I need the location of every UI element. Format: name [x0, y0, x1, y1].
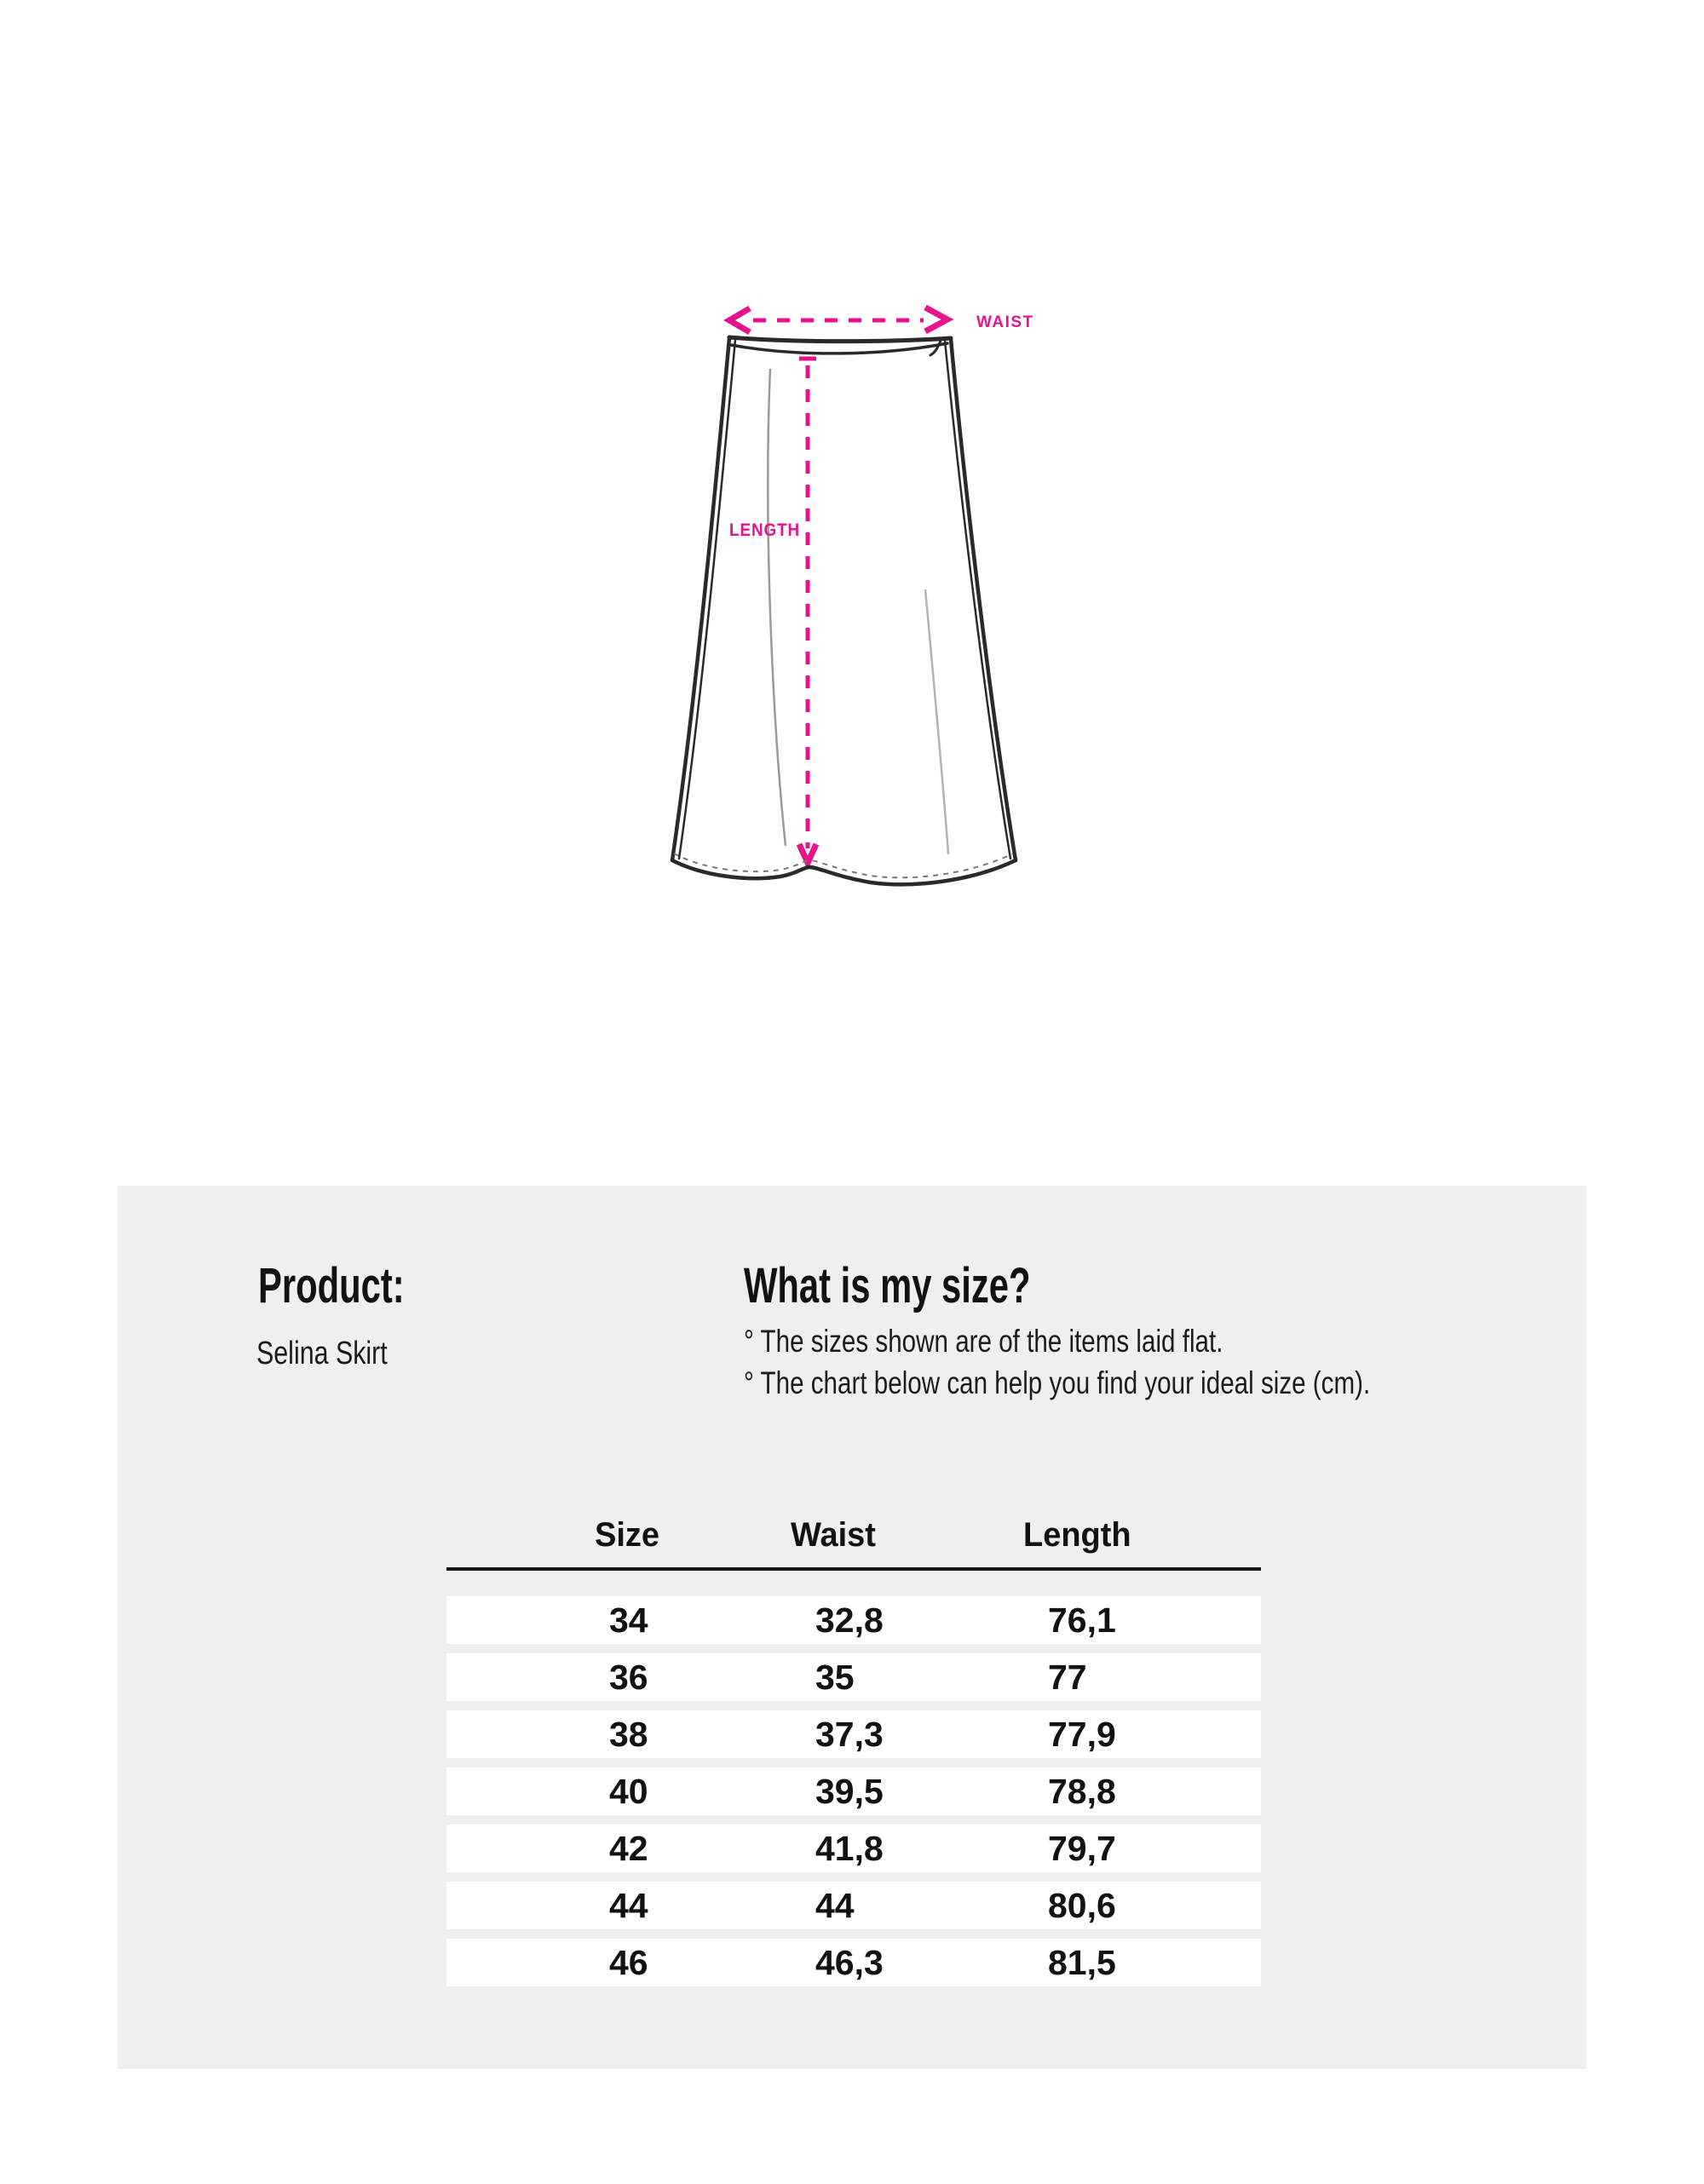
skirt-diagram: WAIST LENGTH — [0, 0, 1704, 937]
cell-waist: 32,8 — [815, 1601, 884, 1640]
size-table: Size Waist Length 34 32,8 76,1 36 35 77 … — [446, 1509, 1261, 1986]
table-row: 46 46,3 81,5 — [446, 1939, 1261, 1986]
size-info-panel: Product: Selina Skirt What is my size? °… — [118, 1186, 1586, 2069]
cell-waist: 35 — [815, 1658, 855, 1697]
cell-size: 36 — [609, 1658, 648, 1697]
skirt-line-art — [670, 304, 1018, 887]
cell-length: 78,8 — [1048, 1772, 1116, 1811]
fabric-fold-lines — [767, 368, 950, 855]
table-row: 38 37,3 77,9 — [446, 1710, 1261, 1758]
column-header-size: Size — [595, 1516, 660, 1554]
size-question-heading: What is my size? — [744, 1258, 1031, 1313]
column-header-length: Length — [1023, 1516, 1131, 1554]
cell-waist: 46,3 — [815, 1943, 884, 1982]
waist-measure-label: WAIST — [976, 313, 1034, 331]
table-row: 42 41,8 79,7 — [446, 1825, 1261, 1872]
table-rows: 34 32,8 76,1 36 35 77 38 37,3 77,9 40 39… — [446, 1596, 1261, 1996]
cell-size: 34 — [609, 1601, 648, 1640]
cell-length: 79,7 — [1048, 1829, 1116, 1868]
table-row: 40 39,5 78,8 — [446, 1767, 1261, 1815]
cell-waist: 37,3 — [815, 1715, 884, 1754]
skirt-outline — [670, 335, 1018, 887]
hem-stitch-line — [673, 853, 1014, 879]
length-measure-label: LENGTH — [729, 520, 801, 540]
cell-size: 40 — [609, 1772, 648, 1811]
note-line: ° The sizes shown are of the items laid … — [744, 1324, 1223, 1359]
product-name: Selina Skirt — [256, 1336, 388, 1371]
cell-size: 44 — [609, 1886, 648, 1925]
cell-waist: 41,8 — [815, 1829, 884, 1868]
cell-length: 77 — [1048, 1658, 1087, 1697]
cell-size: 38 — [609, 1715, 648, 1754]
cell-size: 46 — [609, 1943, 648, 1982]
table-row: 34 32,8 76,1 — [446, 1596, 1261, 1644]
cell-length: 76,1 — [1048, 1601, 1116, 1640]
length-arrow — [796, 356, 820, 871]
cell-size: 42 — [609, 1829, 648, 1868]
cell-waist: 44 — [815, 1886, 855, 1925]
cell-length: 80,6 — [1048, 1886, 1116, 1925]
cell-length: 81,5 — [1048, 1943, 1116, 1982]
cell-waist: 39,5 — [815, 1772, 884, 1811]
table-row: 44 44 80,6 — [446, 1882, 1261, 1929]
table-row: 36 35 77 — [446, 1653, 1261, 1701]
table-header-rule — [446, 1567, 1261, 1571]
cell-length: 77,9 — [1048, 1715, 1116, 1754]
product-heading: Product: — [258, 1258, 405, 1313]
size-notes: ° The sizes shown are of the items laid … — [744, 1320, 1527, 1404]
column-header-waist: Waist — [791, 1516, 876, 1554]
note-line: ° The chart below can help you find your… — [744, 1365, 1371, 1400]
waist-arrow — [723, 304, 954, 336]
